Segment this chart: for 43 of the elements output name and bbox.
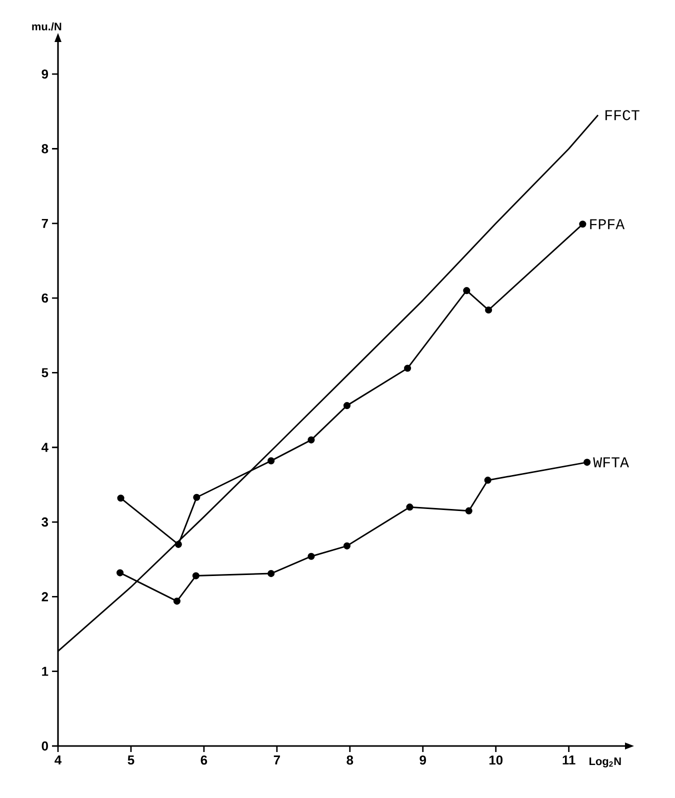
- point: [484, 476, 492, 484]
- point: [192, 572, 200, 580]
- y-tick-label: 5: [42, 368, 48, 378]
- point: [268, 570, 275, 578]
- series-label: FFCT: [605, 110, 640, 120]
- x-tick-label: 10: [489, 755, 503, 765]
- point: [343, 402, 351, 410]
- series-label: FPFA: [590, 219, 625, 230]
- y-tick-label: 7: [42, 218, 48, 228]
- x-tick-label: 4: [54, 756, 62, 764]
- point: [308, 436, 315, 444]
- series-label: WFTA: [593, 457, 629, 468]
- y-tick-label: 8: [42, 144, 48, 154]
- point: [463, 287, 470, 294]
- point: [117, 494, 124, 502]
- x-tick-label: 7: [274, 756, 280, 764]
- y-tick-label: 4: [42, 442, 48, 452]
- point: [174, 540, 182, 548]
- y-tick-label: 0: [42, 741, 48, 751]
- point: [485, 306, 492, 314]
- point: [308, 552, 315, 560]
- y-tick-label: 6: [42, 293, 48, 303]
- x-axis-title: Log$_{2}$N: [590, 758, 621, 768]
- y-tick-label: 1: [42, 666, 48, 676]
- y-axis-title: mu./N: [32, 22, 62, 30]
- point: [406, 504, 414, 511]
- point: [404, 364, 412, 372]
- point: [268, 457, 275, 464]
- point: [193, 494, 200, 501]
- x-tick-label: 6: [200, 755, 208, 765]
- point: [465, 507, 472, 514]
- point: [173, 598, 180, 605]
- point: [343, 542, 351, 550]
- y-tick-label: 2: [42, 592, 48, 602]
- point: [584, 458, 591, 466]
- x-tick-label: 11: [562, 756, 576, 764]
- x-tick-label: 9: [420, 755, 426, 765]
- y-tick-label: 9: [42, 70, 48, 79]
- x-tick-label: 5: [128, 756, 134, 765]
- x-tick-label: 8: [346, 755, 354, 765]
- point: [116, 569, 124, 576]
- point: [579, 220, 586, 228]
- y-tick-label: 3: [42, 517, 48, 527]
